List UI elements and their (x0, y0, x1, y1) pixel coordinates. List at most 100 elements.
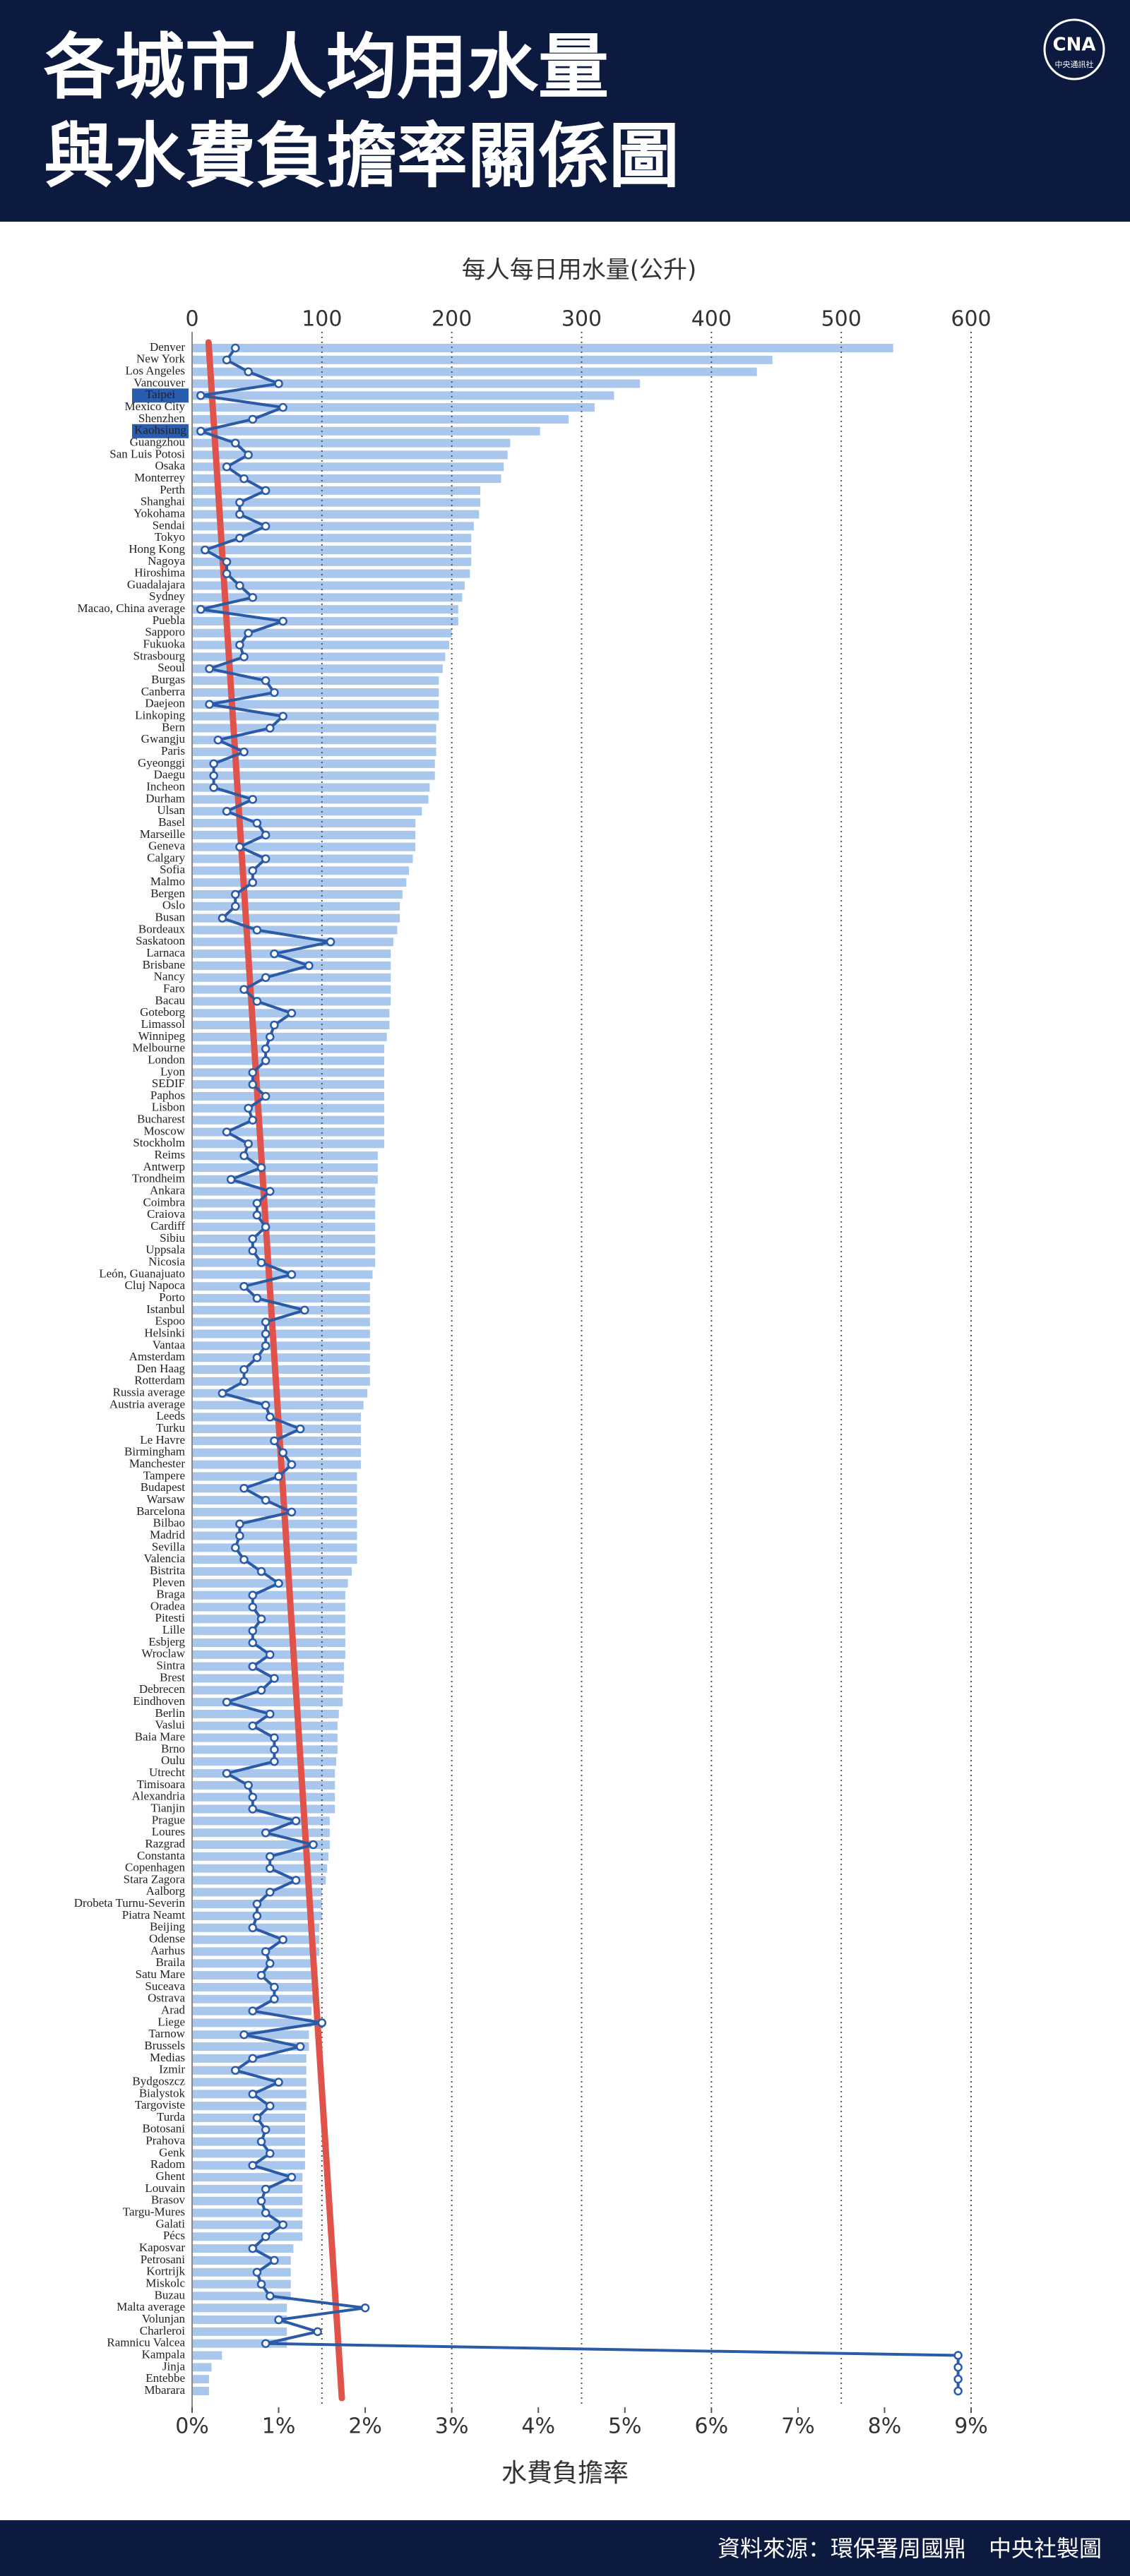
bar (192, 2280, 291, 2289)
city-label: Hong Kong (129, 542, 185, 556)
burden-point (248, 1079, 258, 1089)
city-label: Den Haag (137, 1362, 186, 1375)
burden-point (248, 2243, 258, 2253)
burden-point (261, 2208, 270, 2217)
bar (192, 450, 508, 460)
bar (192, 367, 757, 376)
burden-point (252, 2268, 262, 2277)
bar (192, 2196, 303, 2205)
bar (192, 1044, 385, 1053)
city-label: Bergen (150, 887, 185, 900)
bar (192, 748, 436, 757)
city-label: Amsterdam (129, 1350, 185, 1363)
city-label: Galati (155, 2217, 185, 2230)
x2-tick-label: 3% (435, 2414, 469, 2439)
burden-point (231, 2066, 240, 2075)
burden-point (248, 1923, 258, 1933)
bar (192, 1590, 345, 1600)
burden-point (256, 1258, 266, 1267)
burden-point (261, 522, 270, 531)
burden-point (256, 2137, 266, 2146)
burden-point (244, 450, 253, 460)
city-label: Ulsan (157, 803, 185, 817)
burden-point (248, 2054, 258, 2063)
city-label: Braila (155, 1955, 185, 1969)
bar (192, 1662, 345, 1671)
burden-point (270, 1733, 279, 1742)
city-label: Lille (162, 1623, 185, 1636)
city-label: Kampala (142, 2347, 186, 2361)
bar (192, 1341, 370, 1350)
burden-point (266, 724, 275, 733)
bar (192, 1852, 329, 1861)
bar (192, 2125, 305, 2134)
burden-point (287, 1270, 297, 1279)
bar (192, 1638, 345, 1647)
burden-point (248, 1590, 258, 1600)
source: 資料來源：環保署周國鼎 中央社製圖 (718, 2535, 1102, 2562)
city-label: Macao, China average (78, 601, 185, 615)
burden-point (248, 1662, 258, 1671)
bar (192, 1282, 370, 1291)
city-label: San Luis Potosi (109, 447, 185, 460)
burden-point (231, 438, 240, 448)
city-label: Puebla (153, 613, 186, 627)
city-label: Sydney (149, 589, 186, 603)
burden-point (248, 1068, 258, 1077)
burden-point (231, 343, 240, 353)
burden-point (239, 747, 249, 757)
bar (192, 522, 474, 531)
bar (192, 2018, 312, 2027)
bar (192, 985, 391, 994)
burden-point (256, 2196, 266, 2206)
bar (192, 1175, 378, 1184)
bar (192, 2042, 309, 2051)
bar (192, 937, 393, 947)
burden-point (222, 1768, 232, 1778)
bar (192, 1698, 343, 1707)
burden-point (239, 1151, 249, 1161)
burden-point (235, 533, 244, 543)
burden-point (278, 712, 287, 721)
bar (192, 498, 481, 507)
city-label: Limassol (141, 1017, 186, 1031)
bar (192, 1032, 387, 1041)
burden-point (261, 854, 270, 863)
bar (192, 1994, 313, 2003)
burden-point (300, 1305, 309, 1315)
burden-point (270, 1982, 279, 1992)
bar (192, 1080, 385, 1089)
burden-point (248, 1115, 258, 1125)
burden-point (226, 1175, 236, 1185)
burden-point (222, 806, 232, 816)
bar (192, 1365, 370, 1374)
burden-point (256, 1163, 266, 1173)
burden-point (274, 2078, 283, 2087)
bar (192, 1792, 335, 1802)
burden-point (244, 1139, 253, 1149)
x-tick-label: 200 (432, 307, 472, 332)
bar (192, 1745, 338, 1754)
city-label: Entebbe (145, 2371, 185, 2385)
burden-point (235, 1531, 244, 1540)
city-label: Beijing (150, 1920, 186, 1934)
city-label: Ostrava (148, 1991, 185, 2005)
bar (192, 1223, 376, 1232)
city-label: Baia Mare (135, 1730, 185, 1743)
city-label: Cardiff (150, 1219, 185, 1233)
city-label: Antwerp (143, 1160, 185, 1173)
city-label: Bacau (155, 993, 186, 1007)
bar (192, 1615, 345, 1624)
bar (192, 1769, 335, 1778)
city-label: Ankara (150, 1184, 185, 1197)
burden-point (261, 1329, 270, 1338)
bar (192, 593, 463, 602)
city-label: Brasov (151, 2193, 186, 2207)
burden-point (313, 2327, 322, 2337)
city-label: León, Guanajuato (99, 1266, 185, 1280)
city-label: Strasbourg (133, 649, 186, 662)
city-label: Barcelona (136, 1504, 185, 1518)
bar (192, 2220, 303, 2229)
city-label: Geneva (148, 839, 185, 853)
